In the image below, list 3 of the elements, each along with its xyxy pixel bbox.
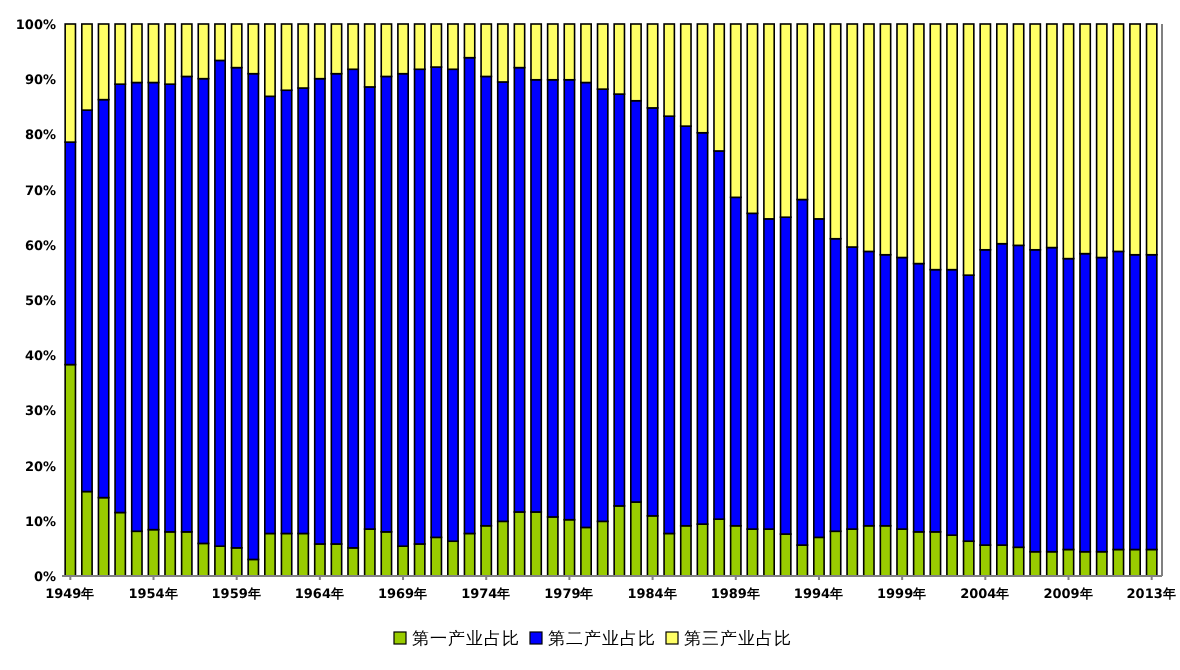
legend-label: 第一产业占比 — [412, 628, 520, 650]
legend-label: 第三产业占比 — [684, 628, 792, 650]
legend-label: 第二产业占比 — [548, 628, 656, 650]
